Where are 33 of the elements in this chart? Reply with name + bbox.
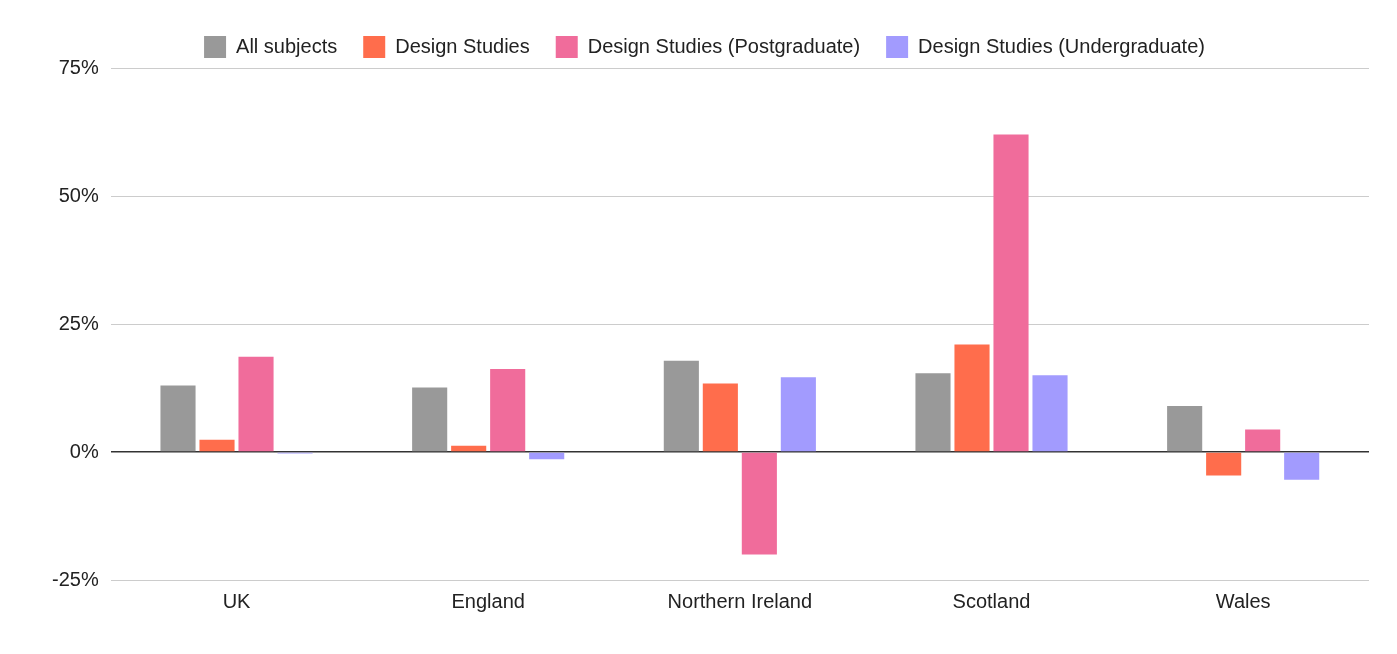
y-tick-label: 75%	[58, 55, 99, 78]
bar	[490, 369, 526, 452]
bar	[1167, 405, 1203, 452]
bar	[238, 356, 274, 452]
bar	[412, 387, 448, 452]
y-tick-label: 0%	[69, 439, 99, 462]
y-tick-label: -25%	[51, 567, 99, 590]
legend-label: Design Studies (Postgraduate)	[587, 34, 861, 57]
bar	[663, 360, 699, 452]
x-tick-label: Scotland	[952, 589, 1031, 612]
bar	[993, 134, 1029, 452]
legend-label: Design Studies	[395, 34, 530, 57]
bar	[529, 452, 565, 460]
bar	[1032, 375, 1068, 452]
bar	[160, 385, 196, 452]
bar	[451, 445, 487, 452]
x-tick-label: UK	[222, 589, 252, 612]
bar	[1284, 452, 1320, 480]
y-tick-label: 50%	[58, 183, 99, 206]
bar	[1206, 452, 1242, 476]
y-tick-label: 25%	[58, 311, 99, 334]
legend-label: All subjects	[236, 34, 338, 57]
x-tick-label: Northern Ireland	[667, 589, 813, 612]
bar	[1245, 429, 1281, 452]
x-tick-label: Wales	[1215, 589, 1271, 612]
legend-label: Design Studies (Undergraduate)	[918, 34, 1205, 57]
bar	[702, 383, 738, 452]
bar	[915, 373, 951, 452]
bar	[741, 452, 777, 555]
bar	[954, 344, 990, 452]
bar	[199, 439, 235, 452]
x-tick-label: England	[451, 589, 525, 612]
bar	[780, 377, 816, 452]
